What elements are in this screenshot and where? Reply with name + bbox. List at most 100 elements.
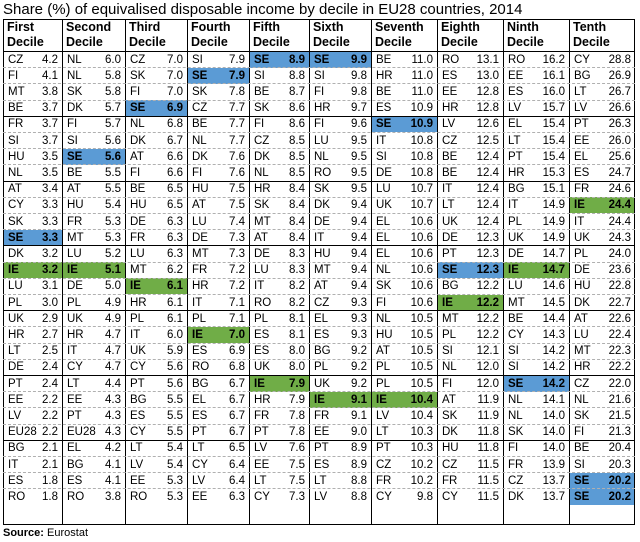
share-value: 4.1: [105, 458, 121, 471]
table-cell: NL 10.6: [372, 262, 437, 278]
country-code: HU: [67, 199, 84, 212]
table-cell: SK 5.8: [63, 84, 125, 100]
table-cell: SK 14.0: [504, 424, 569, 440]
share-value: 15.1: [542, 183, 565, 196]
country-code: BG: [67, 458, 84, 471]
table-cell: UK 4.9: [63, 311, 125, 327]
table-cell: SK 11.9: [438, 408, 503, 424]
share-value: 15.4: [542, 118, 565, 131]
table-cell: FR 10.2: [372, 473, 437, 489]
table-cell: SI 10.8: [372, 149, 437, 165]
share-value: 11.0: [411, 53, 433, 66]
share-value: 9.8: [417, 490, 433, 503]
table-cell: DE 5.0: [63, 278, 125, 294]
share-value: 20.4: [608, 442, 631, 455]
country-code: LT: [376, 426, 389, 439]
country-code: NL: [254, 166, 269, 179]
country-code: ES: [508, 85, 524, 98]
share-value: 8.8: [289, 69, 305, 82]
country-code: IE: [254, 377, 265, 390]
country-code: FR: [376, 474, 392, 487]
country-code: UK: [314, 377, 330, 390]
country-code: NL: [192, 134, 207, 147]
table-cell: SE 3.3: [4, 229, 62, 246]
table-cell: CZ 9.3: [310, 295, 371, 311]
table-cell: DE 8.3: [250, 246, 309, 262]
column-header-line: Decile: [573, 35, 610, 49]
share-value: 20.3: [608, 458, 631, 471]
table-cell: AT 22.6: [570, 311, 635, 327]
row-separator: [3, 67, 635, 68]
table-cell: DK 11.8: [438, 424, 503, 440]
table-cell: EL 9.3: [310, 311, 371, 327]
table-cell: LV 6.4: [188, 473, 249, 489]
country-code: CZ: [376, 458, 392, 471]
table-cell: CZ 22.0: [570, 376, 635, 392]
share-value: 3.5: [42, 150, 58, 163]
table-cell: FI 10.6: [372, 295, 437, 311]
row-separator: [3, 359, 635, 360]
country-code: MT: [130, 264, 147, 277]
table-cell: IE 3.2: [4, 262, 62, 279]
country-code: SI: [192, 53, 203, 66]
table-cell: LV 8.8: [310, 489, 371, 505]
share-value: 8.3: [289, 264, 305, 277]
table-cell: LT 6.5: [188, 440, 249, 456]
table-cell: SE 10.9: [372, 116, 437, 133]
table-cell: PL 7.1: [188, 311, 249, 327]
share-value: 6.0: [105, 53, 121, 66]
table-cell: LV 26.6: [570, 100, 635, 116]
share-value: 6.5: [229, 442, 245, 455]
table-cell: BE 14.4: [504, 311, 569, 327]
column-header: First Decile: [3, 19, 62, 51]
share-value: 6.3: [229, 490, 245, 503]
row-separator: [3, 262, 635, 263]
column-divider: [125, 19, 126, 525]
table-cell: RO 6.8: [188, 359, 249, 375]
share-value: 25.6: [608, 150, 631, 163]
country-code: UK: [254, 361, 270, 374]
table-cell: CY 3.3: [4, 197, 62, 213]
share-value: 7.7: [229, 134, 245, 147]
country-code: CY: [508, 328, 524, 341]
country-code: LV: [508, 102, 522, 115]
row-separator: [3, 197, 635, 198]
country-code: PT: [442, 247, 457, 260]
country-code: DK: [508, 490, 524, 503]
country-code: CZ: [254, 134, 270, 147]
table-cell: HR 8.4: [250, 181, 309, 197]
column-divider: [249, 19, 250, 525]
table-cell: DK 22.7: [570, 295, 635, 311]
share-value: 11.5: [477, 458, 499, 471]
country-code: FI: [574, 426, 585, 439]
country-code: CZ: [8, 53, 24, 66]
country-code: AT: [314, 280, 328, 293]
country-code: IE: [314, 393, 325, 406]
country-code: HU: [574, 280, 591, 293]
table-cell: RO 3.8: [63, 489, 125, 505]
share-value: 10.6: [410, 231, 433, 244]
table-cell: FI 12.0: [438, 376, 503, 392]
share-value: 15.4: [542, 150, 565, 163]
country-code: LV: [314, 490, 328, 503]
country-code: BG: [508, 183, 525, 196]
table-cell: LT 15.4: [504, 133, 569, 149]
share-value: 7.5: [289, 474, 305, 487]
share-value: 22.4: [608, 328, 631, 341]
table-cell: UK 24.3: [570, 230, 635, 246]
row-separator: [3, 407, 635, 408]
column-header: Sixth Decile: [309, 19, 371, 51]
share-value: 8.8: [351, 474, 367, 487]
country-code: HR: [67, 328, 84, 341]
table-cell: SK 10.6: [372, 278, 437, 294]
country-code: UK: [8, 312, 24, 325]
country-code: PT: [574, 118, 589, 131]
country-code: BE: [192, 118, 208, 131]
table-cell: UK 8.0: [250, 359, 309, 375]
country-code: EE: [508, 69, 524, 82]
country-code: IT: [67, 345, 78, 358]
share-value: 2.2: [42, 426, 58, 439]
column-divider: [569, 19, 570, 525]
country-code: HU: [130, 199, 147, 212]
table-cell: EL 4.2: [63, 440, 125, 456]
